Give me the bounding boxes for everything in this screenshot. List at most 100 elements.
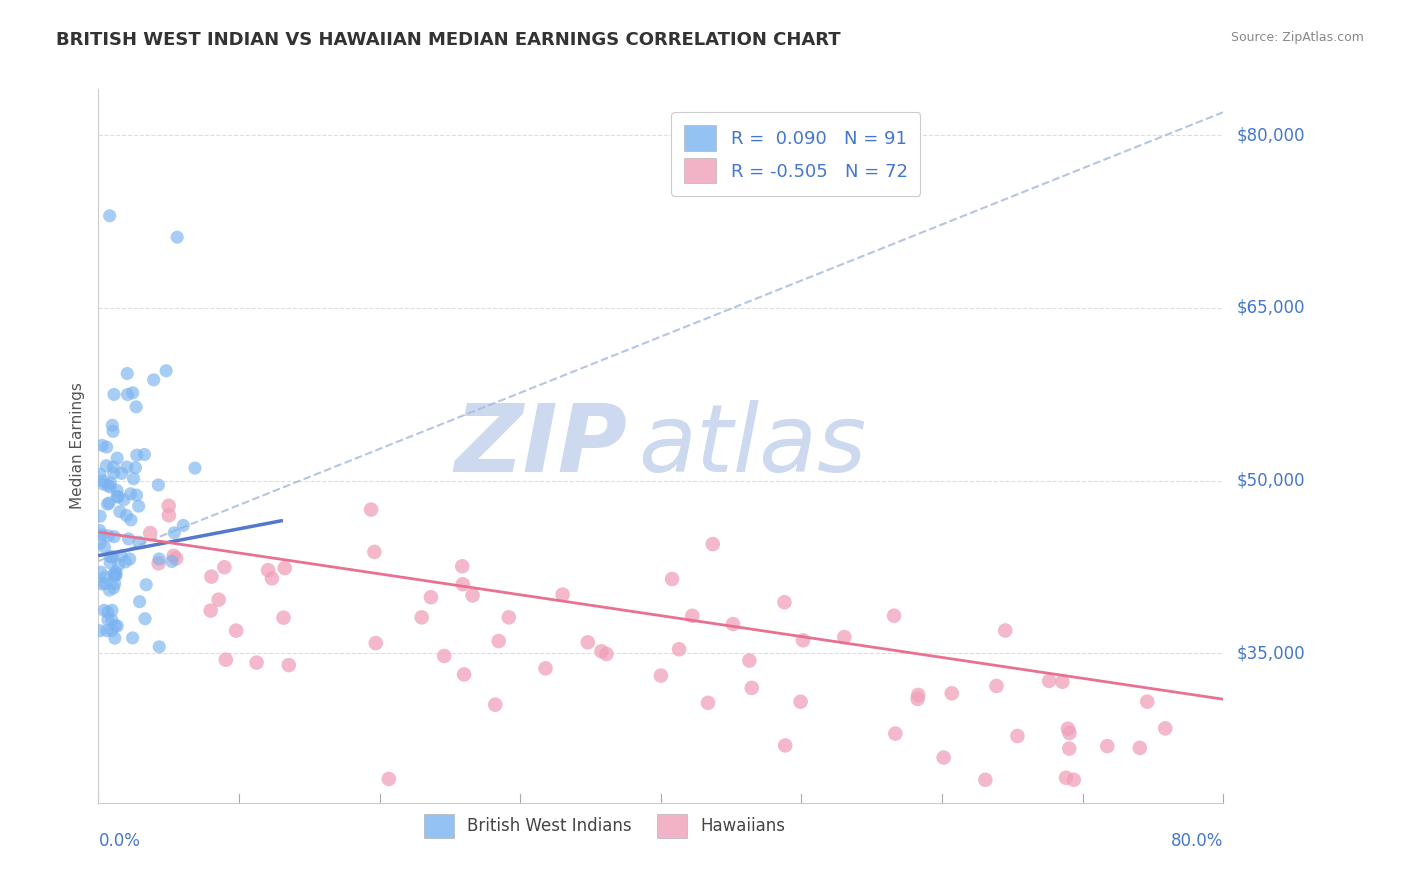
Point (111, 467, 134, 481)
Point (163, 549, 186, 563)
Point (101, 418, 124, 433)
Point (172, 518, 194, 533)
Point (461, 589, 484, 603)
Point (789, 695, 811, 709)
Point (595, 647, 617, 661)
Point (245, 656, 267, 670)
Point (98, 209, 121, 223)
Point (134, 612, 156, 626)
Text: ZIP: ZIP (454, 400, 627, 492)
Point (101, 613, 124, 627)
Point (1052, 674, 1074, 689)
Point (260, 571, 283, 585)
Point (1038, 673, 1060, 688)
Point (650, 668, 672, 682)
Point (115, 508, 138, 523)
Text: BRITISH WEST INDIAN VS HAWAIIAN MEDIAN EARNINGS CORRELATION CHART: BRITISH WEST INDIAN VS HAWAIIAN MEDIAN E… (56, 31, 841, 49)
Point (277, 658, 299, 673)
Point (1097, 739, 1119, 753)
Point (139, 526, 162, 541)
Point (834, 630, 856, 644)
Point (89, 467, 111, 482)
Text: $65,000: $65,000 (1237, 299, 1306, 317)
Point (591, 644, 613, 658)
Point (134, 448, 156, 462)
Point (89, 536, 111, 550)
Point (96, 440, 118, 454)
Point (128, 499, 150, 513)
Point (103, 530, 125, 544)
Text: Source: ZipAtlas.com: Source: ZipAtlas.com (1230, 31, 1364, 45)
Point (98, 480, 121, 494)
Point (148, 640, 170, 654)
Point (98, 583, 121, 598)
Point (1063, 772, 1085, 787)
Point (104, 631, 127, 645)
Point (433, 648, 456, 663)
Point (89, 624, 111, 638)
Point (148, 478, 170, 492)
Point (721, 617, 744, 632)
Point (93, 477, 115, 491)
Point (91, 438, 114, 452)
Point (115, 460, 138, 475)
Point (792, 633, 814, 648)
Point (773, 595, 796, 609)
Point (117, 387, 139, 401)
Point (576, 635, 599, 649)
Point (105, 483, 128, 498)
Point (103, 459, 125, 474)
Text: 80.0%: 80.0% (1171, 831, 1223, 849)
Point (115, 367, 138, 381)
Point (120, 513, 142, 527)
Point (157, 499, 180, 513)
Point (96, 624, 118, 638)
Point (94, 576, 117, 591)
Point (1136, 695, 1159, 709)
Text: atlas: atlas (638, 401, 866, 491)
Point (98, 496, 121, 510)
Point (200, 604, 222, 618)
Point (104, 576, 127, 591)
Point (101, 624, 124, 638)
Point (114, 555, 136, 569)
Point (96, 458, 118, 473)
Point (1129, 740, 1152, 755)
Point (738, 654, 761, 668)
Point (128, 535, 150, 549)
Point (273, 610, 295, 624)
Point (110, 549, 132, 563)
Point (105, 489, 128, 503)
Point (148, 557, 170, 571)
Point (165, 551, 187, 566)
Point (208, 592, 231, 607)
Point (89, 524, 111, 538)
Point (96, 497, 118, 511)
Point (117, 532, 139, 546)
Point (93, 540, 115, 554)
Point (157, 508, 180, 523)
Legend: British West Indians, Hawaiians: British West Indians, Hawaiians (418, 807, 792, 845)
Point (363, 545, 385, 559)
Point (488, 634, 510, 648)
Point (741, 681, 763, 695)
Point (274, 561, 297, 575)
Point (974, 772, 997, 787)
Point (91, 474, 114, 488)
Point (103, 568, 125, 582)
Point (98, 549, 121, 564)
Point (200, 569, 222, 583)
Point (1057, 741, 1080, 756)
Point (907, 692, 929, 706)
Point (551, 588, 574, 602)
Point (941, 686, 963, 700)
Point (107, 490, 129, 504)
Point (90, 566, 112, 580)
Point (166, 230, 188, 244)
Point (364, 636, 387, 650)
Point (257, 563, 280, 577)
Point (986, 679, 1008, 693)
Point (160, 554, 183, 568)
Point (93, 603, 115, 617)
Point (378, 772, 401, 786)
